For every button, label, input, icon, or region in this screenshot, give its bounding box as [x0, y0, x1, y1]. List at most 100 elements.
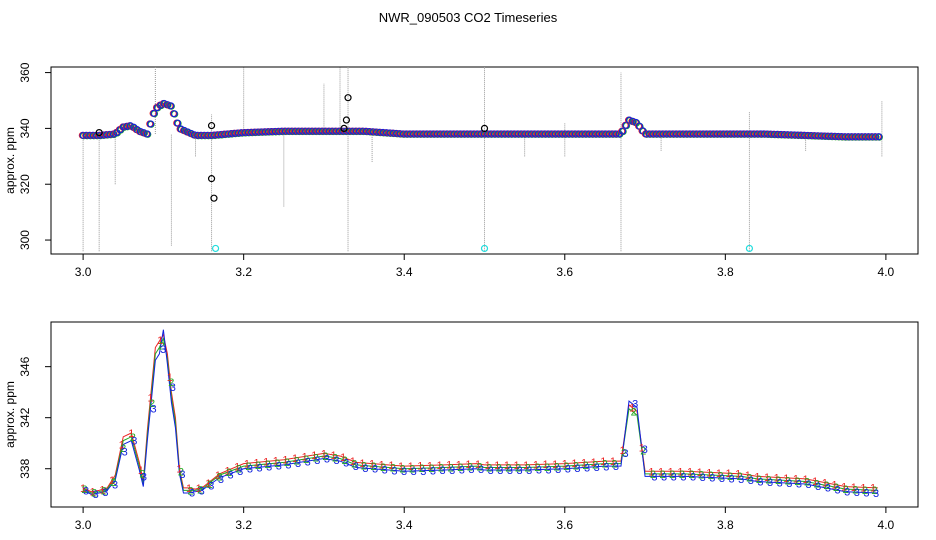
bottom-point-label-3: 3	[122, 447, 128, 459]
bottom-point-label-2: 2	[130, 432, 136, 444]
bottom-point-label-1: 1	[677, 466, 683, 478]
bottom-point-label-2: 2	[573, 461, 579, 473]
bottom-point-label-1: 1	[581, 457, 587, 469]
bottom-point-label-2: 2	[303, 454, 309, 466]
bottom-point-label-3: 3	[439, 465, 445, 477]
bottom-point-label-2: 2	[515, 462, 521, 474]
bottom-point-label-2: 2	[178, 466, 184, 478]
bottom-point-label-1: 1	[745, 470, 751, 482]
bottom-point-label-1: 1	[774, 472, 780, 484]
top-point-blue	[173, 119, 182, 127]
top-0-x-tick-label: 4.0	[878, 265, 895, 279]
bottom-point-label-3: 3	[574, 463, 580, 475]
bottom-point-label-2: 2	[775, 475, 781, 487]
bottom-point-label-2: 2	[679, 469, 685, 481]
bottom-point-label-1: 1	[514, 460, 520, 472]
bottom-point-label-3: 3	[208, 481, 214, 493]
bottom-point-label-1: 1	[668, 466, 674, 478]
bottom-point-label-1: 1	[812, 476, 818, 488]
bottom-point-label-1: 1	[176, 464, 182, 476]
bottom-point-label-2: 2	[274, 458, 280, 470]
bottom-point-label-3: 3	[141, 472, 147, 484]
bottom-point-label-1: 1	[302, 451, 308, 463]
bottom-point-label-2: 2	[284, 457, 290, 469]
bottom-point-label-3: 3	[334, 455, 340, 467]
bottom-point-label-2: 2	[120, 443, 126, 455]
bottom-series-line-2	[82, 336, 878, 494]
bottom-point-label-2: 2	[207, 479, 213, 491]
bottom-point-label-3: 3	[526, 465, 532, 477]
bottom-point-label-3: 3	[709, 472, 715, 484]
bottom-point-label-1: 1	[475, 459, 481, 471]
bottom-point-label-3: 3	[796, 479, 802, 491]
bottom-point-label-3: 3	[834, 485, 840, 497]
bottom-point-label-3: 3	[806, 479, 812, 491]
bottom-point-label-3: 3	[189, 488, 195, 500]
bottom-point-label-3: 3	[651, 471, 657, 483]
bottom-point-label-3: 3	[228, 470, 234, 482]
bottom-point-label-2: 2	[159, 341, 165, 353]
bottom-point-label-2: 2	[785, 475, 791, 487]
bottom-point-label-3: 3	[170, 382, 176, 394]
top-outlier-cyan	[745, 244, 754, 253]
top-0-y-tick-label: 360	[18, 62, 32, 82]
bottom-point-label-1: 1	[803, 474, 809, 486]
bottom-point-label-3: 3	[430, 465, 436, 477]
bottom-point-label-2: 2	[428, 463, 434, 475]
bottom-point-label-1: 1	[725, 468, 731, 480]
bottom-point-label-1: 1	[494, 460, 500, 472]
bottom-point-label-3: 3	[102, 487, 108, 499]
bottom-point-label-1: 1	[359, 458, 365, 470]
bottom-point-label-2: 2	[669, 469, 675, 481]
bottom-point-label-2: 2	[236, 464, 242, 476]
bottom-point-label-1: 1	[591, 457, 597, 469]
top-outlier-black	[342, 116, 351, 124]
bottom-point-label-1: 1	[629, 402, 635, 414]
bottom-point-label-1: 1	[870, 483, 876, 495]
top-outlier-black	[344, 94, 352, 102]
bottom-point-label-3: 3	[401, 466, 407, 478]
bottom-point-label-3: 3	[545, 464, 551, 476]
bottom-point-label-1: 1	[716, 468, 722, 480]
bottom-point-label-1: 1	[485, 460, 491, 472]
bottom-point-label-2: 2	[467, 461, 473, 473]
bottom-point-label-1: 1	[90, 486, 96, 498]
bottom-point-label-1: 1	[658, 466, 664, 478]
bottom-point-label-2: 2	[698, 469, 704, 481]
bottom-point-label-3: 3	[179, 469, 185, 481]
bottom-point-label-1: 1	[754, 471, 760, 483]
bottom-point-label-2: 2	[409, 464, 415, 476]
bottom-point-label-2: 2	[746, 472, 752, 484]
bottom-point-label-3: 3	[844, 486, 850, 498]
bottom-series-line-3	[82, 329, 878, 495]
bottom-point-label-3: 3	[748, 475, 754, 487]
bottom-point-label-3: 3	[160, 344, 166, 356]
top-0-x-tick-label: 3.2	[235, 265, 252, 279]
bottom-point-label-3: 3	[603, 461, 609, 473]
bottom-point-label-1: 1	[99, 484, 105, 496]
bottom-point-label-1: 1	[263, 456, 269, 468]
bottom-point-label-2: 2	[611, 459, 617, 471]
bottom-point-label-2: 2	[255, 460, 261, 472]
bottom-point-label-3: 3	[353, 461, 359, 473]
top-panel: 3.0 3.2 3.4 3.6 3.8 4.0 300 320 340 360 approx. pp…	[3, 62, 919, 279]
bottom-point-label-3: 3	[680, 471, 686, 483]
bottom-point-label-3: 3	[459, 464, 465, 476]
bottom-point-label-3: 3	[863, 487, 869, 499]
bottom-point-label-1: 1	[465, 459, 471, 471]
bottom-point-label-2: 2	[197, 484, 203, 496]
bottom-point-label-2: 2	[602, 459, 608, 471]
bottom-point-label-2: 2	[313, 452, 319, 464]
bottom-point-label-3: 3	[83, 485, 89, 497]
bottom-point-label-3: 3	[93, 489, 99, 501]
bottom-point-label-3: 3	[150, 404, 156, 416]
bottom-point-label-2: 2	[534, 462, 540, 474]
bottom-1-y-tick-label: 342	[18, 407, 32, 427]
bottom-point-label-2: 2	[419, 463, 425, 475]
bottom-point-label-3: 3	[247, 463, 253, 475]
top-outlier-cyan	[480, 244, 489, 253]
bottom-point-label-2: 2	[371, 461, 377, 473]
bottom-point-label-1: 1	[157, 335, 163, 347]
bottom-point-label-3: 3	[700, 472, 706, 484]
